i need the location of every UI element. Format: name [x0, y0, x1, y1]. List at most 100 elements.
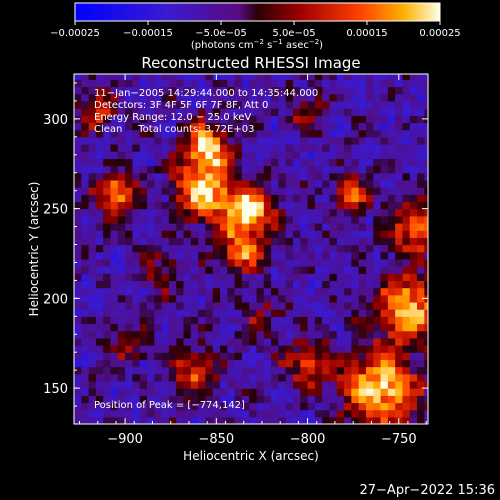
- heatmap-cell: [329, 395, 338, 404]
- heatmap-cell: [395, 222, 404, 231]
- heatmap-cell: [234, 323, 243, 332]
- heatmap-cell: [110, 93, 119, 102]
- heatmap-cell: [88, 222, 97, 231]
- heatmap-cell: [139, 187, 148, 195]
- heatmap-cell: [263, 129, 272, 138]
- heatmap-cell: [168, 395, 177, 404]
- heatmap-cell: [198, 244, 206, 253]
- heatmap-cell: [263, 215, 272, 224]
- heatmap-cell: [74, 301, 82, 310]
- heatmap-cell: [322, 280, 331, 289]
- heatmap-cell: [95, 93, 104, 102]
- heatmap-cell: [241, 172, 250, 181]
- heatmap-cell: [183, 122, 192, 131]
- heatmap-cell: [278, 237, 287, 246]
- heatmap-cell: [380, 129, 389, 138]
- heatmap-cell: [234, 301, 243, 310]
- heatmap-cell: [219, 201, 228, 210]
- heatmap-cell: [139, 237, 148, 246]
- heatmap-cell: [161, 251, 170, 260]
- heatmap-cell: [190, 208, 199, 217]
- heatmap-cell: [263, 266, 272, 274]
- heatmap-cell: [117, 244, 126, 253]
- heatmap-cell: [154, 359, 163, 368]
- heatmap-cell: [219, 359, 228, 368]
- heatmap-cell: [249, 201, 258, 210]
- heatmap-cell: [95, 86, 104, 95]
- heatmap-cell: [95, 309, 104, 317]
- heatmap-cell: [424, 222, 428, 231]
- heatmap-cell: [307, 345, 316, 353]
- heatmap-cell: [88, 108, 97, 116]
- heatmap-cell: [117, 79, 126, 88]
- heatmap-cell: [373, 86, 382, 95]
- heatmap-cell: [395, 258, 404, 267]
- heatmap-cell: [263, 309, 272, 317]
- heatmap-cell: [103, 337, 112, 346]
- heatmap-cell: [417, 273, 425, 282]
- heatmap-cell: [278, 352, 287, 360]
- heatmap-cell: [365, 115, 374, 124]
- heatmap-cell: [132, 158, 141, 167]
- heatmap-cell: [285, 294, 294, 303]
- heatmap-cell: [74, 100, 82, 109]
- heatmap-cell: [249, 208, 258, 217]
- heatmap-cell: [139, 244, 148, 253]
- heatmap-cell: [314, 136, 323, 145]
- heatmap-cell: [300, 251, 309, 260]
- heatmap-cell: [256, 359, 265, 368]
- heatmap-cell: [300, 409, 309, 418]
- heatmap-cell: [117, 388, 126, 396]
- heatmap-cell: [409, 136, 418, 145]
- heatmap-cell: [132, 208, 141, 217]
- heatmap-cell: [227, 179, 236, 188]
- heatmap-cell: [402, 294, 411, 303]
- heatmap-cell: [161, 79, 170, 88]
- heatmap-cell: [395, 194, 404, 203]
- heatmap-cell: [263, 158, 272, 167]
- heatmap-cell: [241, 280, 250, 289]
- heatmap-cell: [219, 251, 228, 260]
- heatmap-cell: [183, 201, 192, 210]
- heatmap-cell: [227, 230, 236, 238]
- heatmap-cell: [351, 172, 360, 181]
- heatmap-cell: [74, 208, 82, 217]
- heatmap-cell: [74, 151, 82, 159]
- heatmap-cell: [154, 144, 163, 152]
- heatmap-cell: [117, 144, 126, 152]
- heatmap-cell: [74, 74, 82, 80]
- heatmap-cell: [358, 215, 367, 224]
- heatmap-cell: [336, 93, 345, 102]
- heatmap-cell: [198, 373, 206, 382]
- heatmap-cell: [380, 280, 389, 289]
- heatmap-cell: [139, 115, 148, 124]
- heatmap-cell: [336, 244, 345, 253]
- heatmap-cell: [176, 402, 185, 411]
- heatmap-cell: [241, 129, 250, 138]
- heatmap-cell: [95, 366, 104, 375]
- heatmap-cell: [212, 129, 221, 138]
- heatmap-cell: [424, 144, 428, 152]
- heatmap-cell: [103, 416, 112, 424]
- heatmap-cell: [139, 151, 148, 159]
- heatmap-cell: [176, 323, 185, 332]
- heatmap-cell: [256, 86, 265, 95]
- heatmap-cell: [322, 165, 331, 174]
- heatmap-cell: [263, 402, 272, 411]
- heatmap-cell: [146, 301, 155, 310]
- heatmap-cell: [241, 380, 250, 389]
- heatmap-cell: [322, 409, 331, 418]
- heatmap-cell: [387, 258, 396, 267]
- heatmap-cell: [395, 172, 404, 181]
- heatmap-cell: [176, 129, 185, 138]
- heatmap-cell: [387, 373, 396, 382]
- heatmap-cell: [249, 74, 258, 80]
- heatmap-cell: [409, 280, 418, 289]
- heatmap-cell: [95, 144, 104, 152]
- heatmap-cell: [176, 144, 185, 152]
- heatmap-cell: [190, 251, 199, 260]
- heatmap-cell: [314, 208, 323, 217]
- heatmap-cell: [322, 136, 331, 145]
- heatmap-cell: [249, 337, 258, 346]
- heatmap-cell: [74, 330, 82, 339]
